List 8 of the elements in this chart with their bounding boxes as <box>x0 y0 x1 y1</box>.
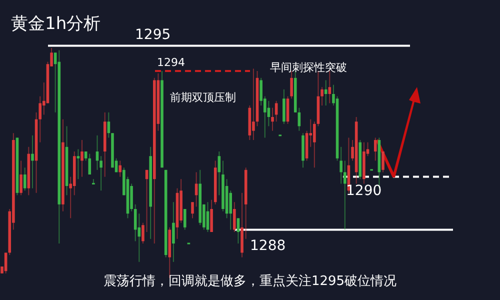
annotation: 1294 <box>157 56 185 69</box>
text: 1295 <box>135 27 171 43</box>
annotation: 1290 <box>346 183 382 199</box>
chart-title: 黄金1h分析 <box>11 14 101 34</box>
annotation: 早间刺探性突破 <box>270 61 347 74</box>
annotation: 前期双顶压制 <box>170 91 236 104</box>
annotation: 震荡行情，回调就是做多，重点关注1295破位情况 <box>103 274 397 289</box>
annotation: 1288 <box>250 238 286 254</box>
